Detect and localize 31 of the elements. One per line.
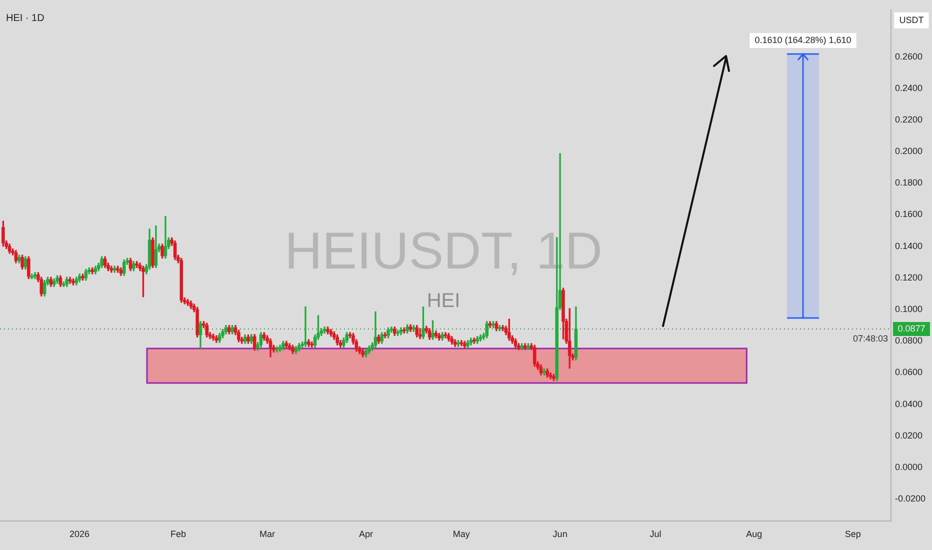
annotation: HEI: [426, 290, 460, 312]
ref-line-label: 0.0877: [898, 323, 926, 334]
y-tick-label: 0.0600: [895, 367, 923, 378]
y-tick-label: 0.2600: [895, 51, 923, 62]
y-tick-label: 0.2400: [895, 82, 923, 93]
x-tick-label: Sep: [844, 529, 861, 540]
y-tick-label: 0.0000: [895, 462, 923, 472]
x-tick-label: Jun: [552, 529, 568, 540]
y-tick-label: 0.0400: [895, 398, 923, 409]
y-tick-label: 0.1800: [895, 178, 923, 188]
y-tick-label: 0.1400: [895, 240, 923, 251]
candlestick: [164, 216, 168, 259]
y-tick-label: 0.1000: [895, 304, 923, 314]
y-tick-label: 0.0800: [895, 336, 923, 346]
x-tick-label: Mar: [260, 529, 276, 540]
x-tick-label: Apr: [358, 529, 373, 540]
annotation: 07:48:03: [852, 333, 888, 344]
x-tick-label: Aug: [746, 529, 762, 540]
y-tick-label: 0.1200: [895, 272, 923, 282]
y-tick-label: 0.2000: [895, 146, 923, 156]
chart-title: HEI · 1D: [6, 13, 44, 24]
y-tick-label: 0.1600: [895, 209, 923, 220]
x-tick-label: Feb: [170, 529, 186, 540]
y-tick-label: -0.0200: [895, 494, 926, 504]
x-tick-label: 2026: [70, 529, 90, 540]
y-axis-title: USDT: [899, 14, 924, 25]
x-tick-label: May: [452, 529, 470, 540]
y-tick-label: 0.2200: [895, 114, 923, 124]
annotation: 0.1610 (164.28%) 1,610: [754, 34, 852, 45]
x-tick-label: Jul: [650, 529, 662, 540]
y-tick-label: 0.0200: [895, 430, 923, 440]
